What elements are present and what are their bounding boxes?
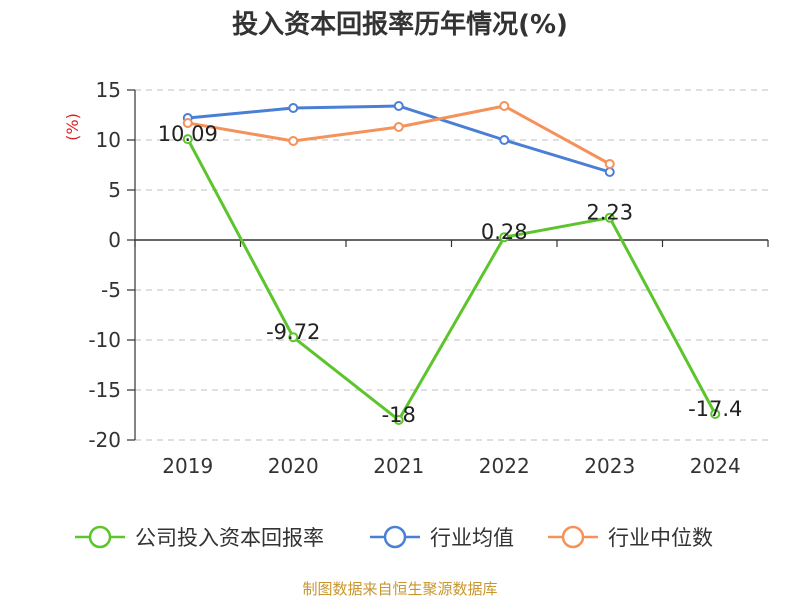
y-tick-label: 15 bbox=[96, 78, 121, 102]
x-tick-label: 2022 bbox=[479, 454, 530, 478]
data-point[interactable] bbox=[604, 212, 615, 223]
legend-label[interactable]: 行业中位数 bbox=[608, 526, 713, 550]
data-point[interactable] bbox=[710, 409, 721, 419]
legend-marker[interactable] bbox=[561, 525, 585, 549]
series-line-0 bbox=[186, 138, 717, 422]
data-point[interactable] bbox=[393, 122, 404, 132]
y-tick-label: 5 bbox=[108, 178, 121, 202]
data-label: -9.72 bbox=[266, 320, 320, 344]
source-note: 制图数据来自恒生聚源数据库 bbox=[302, 580, 498, 598]
data-labels: 10.09 -9.72 -18 0.28 2.23 -17.4 bbox=[158, 122, 743, 427]
data-label: -18 bbox=[382, 403, 416, 427]
y-tick-label: -5 bbox=[101, 278, 121, 302]
data-point[interactable] bbox=[288, 103, 299, 113]
series-layer bbox=[182, 101, 721, 425]
y-tick-label: -15 bbox=[88, 378, 121, 402]
legend-label[interactable]: 行业均值 bbox=[430, 526, 514, 550]
data-point[interactable] bbox=[182, 118, 193, 128]
legend-marker[interactable] bbox=[383, 525, 407, 549]
chart-title: 投入资本回报率历年情况(%) bbox=[232, 10, 568, 40]
data-point[interactable] bbox=[288, 332, 299, 343]
grid-lines bbox=[135, 89, 768, 441]
legend-label[interactable]: 公司投入资本回报率 bbox=[135, 526, 324, 550]
x-tick-label: 2019 bbox=[162, 454, 213, 478]
y-tick-label: -10 bbox=[88, 328, 121, 352]
x-tick-label: 2024 bbox=[690, 454, 741, 478]
series-line-1 bbox=[187, 104, 611, 174]
x-tick-label: 2021 bbox=[373, 454, 424, 478]
data-label: -17.4 bbox=[688, 397, 742, 421]
data-label: 2.23 bbox=[586, 201, 633, 225]
axes: 15 10 5 0 -5 -10 -15 -20 2019 2020 2021 2022 2023 202… bbox=[63, 78, 769, 478]
x-tick-label: 2020 bbox=[268, 454, 319, 478]
data-label: 10.09 bbox=[158, 122, 218, 146]
data-point[interactable] bbox=[604, 159, 615, 169]
y-tick-label: 0 bbox=[108, 228, 121, 252]
data-point[interactable] bbox=[499, 232, 510, 243]
data-label: 0.28 bbox=[481, 220, 528, 244]
y-axis-label: (%) bbox=[63, 113, 82, 141]
data-point[interactable] bbox=[499, 135, 510, 145]
data-point[interactable] bbox=[499, 101, 510, 111]
data-point[interactable] bbox=[182, 134, 193, 145]
y-tick-label: -20 bbox=[88, 428, 121, 452]
x-tick-label: 2023 bbox=[584, 454, 635, 478]
data-point[interactable] bbox=[288, 136, 299, 146]
legend: 公司投入资本回报率 行业均值 行业中位数 bbox=[75, 525, 713, 550]
legend-marker[interactable] bbox=[88, 525, 112, 549]
data-point[interactable] bbox=[393, 101, 404, 111]
series-line-2 bbox=[187, 104, 611, 166]
data-point[interactable] bbox=[604, 167, 615, 177]
data-point[interactable] bbox=[393, 415, 404, 425]
y-tick-label: 10 bbox=[96, 128, 121, 152]
